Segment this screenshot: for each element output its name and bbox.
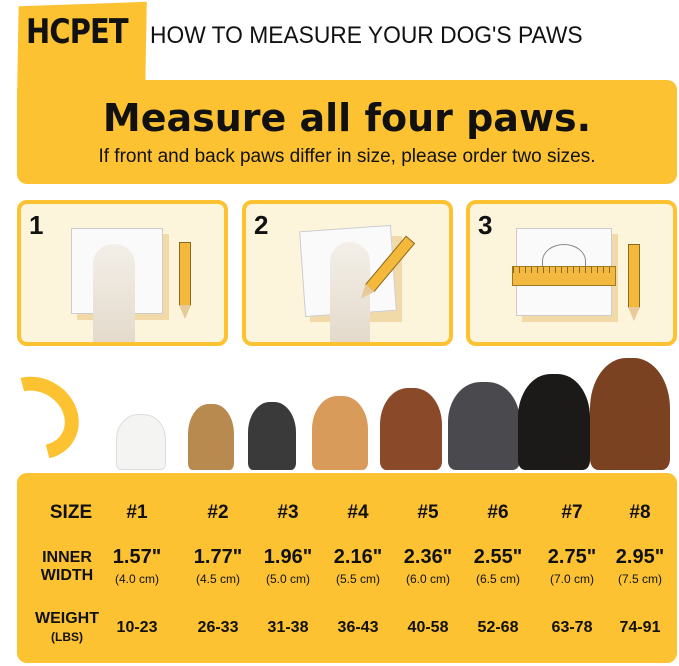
weight-unit: (LBS) <box>51 630 83 644</box>
inner-width-inches: 2.75" <box>547 546 597 568</box>
step-number: 2 <box>254 210 269 240</box>
banner-heading: Measure all four paws. <box>102 96 592 140</box>
inner-width-cm: (4.0 cm) <box>114 572 160 586</box>
inner-width-cm: (4.5 cm) <box>195 572 241 586</box>
inner-width-inches: 1.57" <box>112 546 162 568</box>
inner-width-inches: 2.36" <box>403 546 453 568</box>
dog-image-5 <box>380 388 442 470</box>
inner-width-cm: (6.5 cm) <box>475 572 521 586</box>
weight-header: WEIGHT (LBS) <box>35 610 99 646</box>
inner-width-label-2: WIDTH <box>40 567 94 584</box>
size-chart: SIZE INNER WIDTH WEIGHT (LBS) #1 1.57" (4.… <box>17 473 677 663</box>
weight-range: 26-33 <box>197 619 239 636</box>
dog-image-6 <box>448 382 520 470</box>
dog-image-1 <box>116 414 166 470</box>
weight-range: 10-23 <box>116 619 158 636</box>
inner-width-inches: 2.16" <box>333 546 383 568</box>
size-value: #8 <box>629 502 651 523</box>
inner-width-inches: 2.55" <box>473 546 523 568</box>
weight-range: 31-38 <box>267 619 309 636</box>
paw-icon <box>93 244 135 342</box>
inner-width-cm: (5.0 cm) <box>265 572 311 586</box>
inner-width-inches: 2.95" <box>615 546 665 568</box>
size-value: #6 <box>487 502 509 523</box>
weight-range: 74-91 <box>619 619 661 636</box>
inner-width-header: INNER WIDTH <box>41 549 93 585</box>
weight-range: 36-43 <box>337 619 379 636</box>
weight-range: 63-78 <box>551 619 593 636</box>
inner-width-inches: 1.77" <box>193 546 243 568</box>
inner-width-cm: (7.5 cm) <box>617 572 663 586</box>
inner-width-inches: 1.96" <box>263 546 313 568</box>
decorative-swirl <box>0 360 94 476</box>
step-3-panel: 3 <box>466 200 677 346</box>
step-number: 1 <box>29 210 44 240</box>
size-value: #2 <box>207 502 229 523</box>
banner-subheading: If front and back paws differ in size, p… <box>98 146 596 167</box>
size-value: #7 <box>561 502 583 523</box>
weight-range: 40-58 <box>407 619 449 636</box>
page-title: HOW TO MEASURE YOUR DOG'S PAWS <box>150 22 583 49</box>
logo: HCPET <box>26 12 129 52</box>
dog-image-7 <box>518 374 590 470</box>
size-value: #4 <box>347 502 369 523</box>
dog-image-2 <box>188 404 234 470</box>
inner-width-label-1: INNER <box>42 549 92 566</box>
size-value: #3 <box>277 502 299 523</box>
step-2-panel: 2 <box>242 200 453 346</box>
inner-width-cm: (5.5 cm) <box>335 572 381 586</box>
inner-width-cm: (7.0 cm) <box>549 572 595 586</box>
dog-image-4 <box>312 396 368 470</box>
size-value: #1 <box>126 502 148 523</box>
pencil-icon <box>628 244 640 321</box>
dog-image-8 <box>590 358 670 470</box>
step-number: 3 <box>478 210 493 240</box>
pencil-icon <box>179 242 191 319</box>
ruler-icon <box>512 266 616 286</box>
weight-label: WEIGHT <box>35 610 99 627</box>
inner-width-cm: (6.0 cm) <box>405 572 451 586</box>
dog-image-3 <box>248 402 296 470</box>
banner: Measure all four paws. If front and back… <box>17 80 677 184</box>
step-1-panel: 1 <box>17 200 228 346</box>
weight-range: 52-68 <box>477 619 519 636</box>
size-value: #5 <box>417 502 439 523</box>
size-header: SIZE <box>49 502 93 523</box>
